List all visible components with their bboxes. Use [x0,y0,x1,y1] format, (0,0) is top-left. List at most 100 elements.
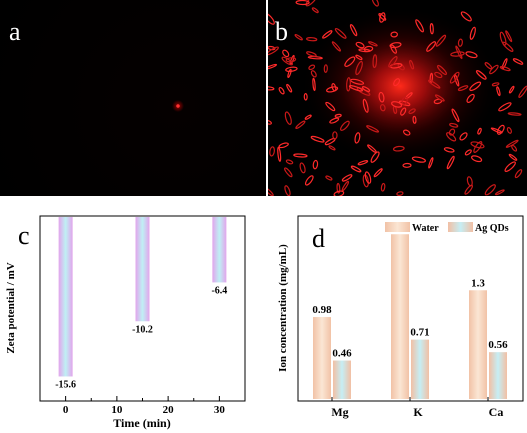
cell [443,147,455,153]
cell [333,190,345,196]
cell [323,64,328,73]
cell [325,101,336,112]
cell [310,70,317,78]
cell [457,38,463,47]
cell [505,30,513,43]
cell [514,169,523,179]
cell [469,81,482,92]
cell [434,94,445,102]
cell [372,54,378,69]
cell [312,159,319,170]
legend: Water Ag QDs [385,222,509,234]
cell [304,114,312,120]
bar-ag-qds [411,339,429,399]
cell [354,132,361,144]
cell [284,111,292,125]
legend-swatch-water [385,222,410,232]
cell [415,19,424,33]
cell [490,127,503,134]
cell [348,85,364,92]
cell [303,93,308,101]
bar-water [469,290,487,399]
cell [408,108,416,115]
cell [412,115,417,124]
cell [346,77,351,92]
legend-label-ag-qds: Ag QDs [475,223,509,234]
cell [484,184,496,196]
y-axis-title-c: Zeta potential / mV [5,262,17,353]
cell [284,167,293,178]
panel-label-c: c [18,221,30,250]
cell [341,180,350,192]
cell [470,141,485,149]
cell [373,168,383,178]
cell [328,145,336,151]
cell [429,23,434,35]
cell-cluster [268,0,527,196]
cell [389,42,402,49]
legend-swatch-ag-qds [448,222,473,232]
cell [344,56,356,67]
cell [451,108,460,123]
bar-ag-qds [333,360,351,399]
cell [306,51,317,57]
category-label-d: Mg [331,405,348,419]
cell [295,0,310,6]
cell [508,85,515,94]
cell [364,171,372,184]
cell [405,92,413,100]
cell [310,135,325,143]
cell [449,71,460,84]
cell [402,162,412,168]
cell [285,159,294,165]
cell [426,41,437,52]
cell [378,91,385,103]
cell [268,86,275,91]
cell [518,85,527,98]
cell [294,34,303,41]
cell [268,46,279,56]
cell [371,0,379,7]
panel-label-b: b [275,17,288,46]
cell [368,41,378,47]
cell [401,96,408,106]
cell [489,64,499,75]
data-label-d: 1.3 [471,277,485,289]
cell [282,49,290,58]
cell [336,182,341,194]
category-label-d: Ca [489,405,504,419]
cell [379,104,386,112]
cell [402,129,411,136]
cell [322,30,333,39]
cell [329,117,340,124]
bar-ag-qds [489,352,507,399]
cell [471,155,483,163]
cell [388,56,398,68]
fluorescence-image-b: b [268,0,527,196]
cell [446,155,455,170]
cell [326,86,339,93]
cell [409,59,415,70]
cell [277,146,282,162]
cell [340,120,350,131]
cell [312,77,316,92]
y-axis-title-d: Ion concentration (mg/mL) [277,244,289,372]
cell [449,122,459,128]
cell [496,124,505,135]
cell [499,65,511,72]
cell [459,132,468,141]
category-label-d: K [413,405,423,419]
cell [475,70,487,80]
bar-c [58,217,73,377]
panel-label-a: a [9,17,21,46]
x-axis-title-c: Time (min) [113,416,170,430]
cell [504,161,516,173]
bar-water [391,234,409,399]
cell [308,64,316,71]
cell [358,48,371,53]
cell [400,107,407,116]
cell [355,41,365,49]
cell [391,101,403,108]
cell [491,82,500,87]
